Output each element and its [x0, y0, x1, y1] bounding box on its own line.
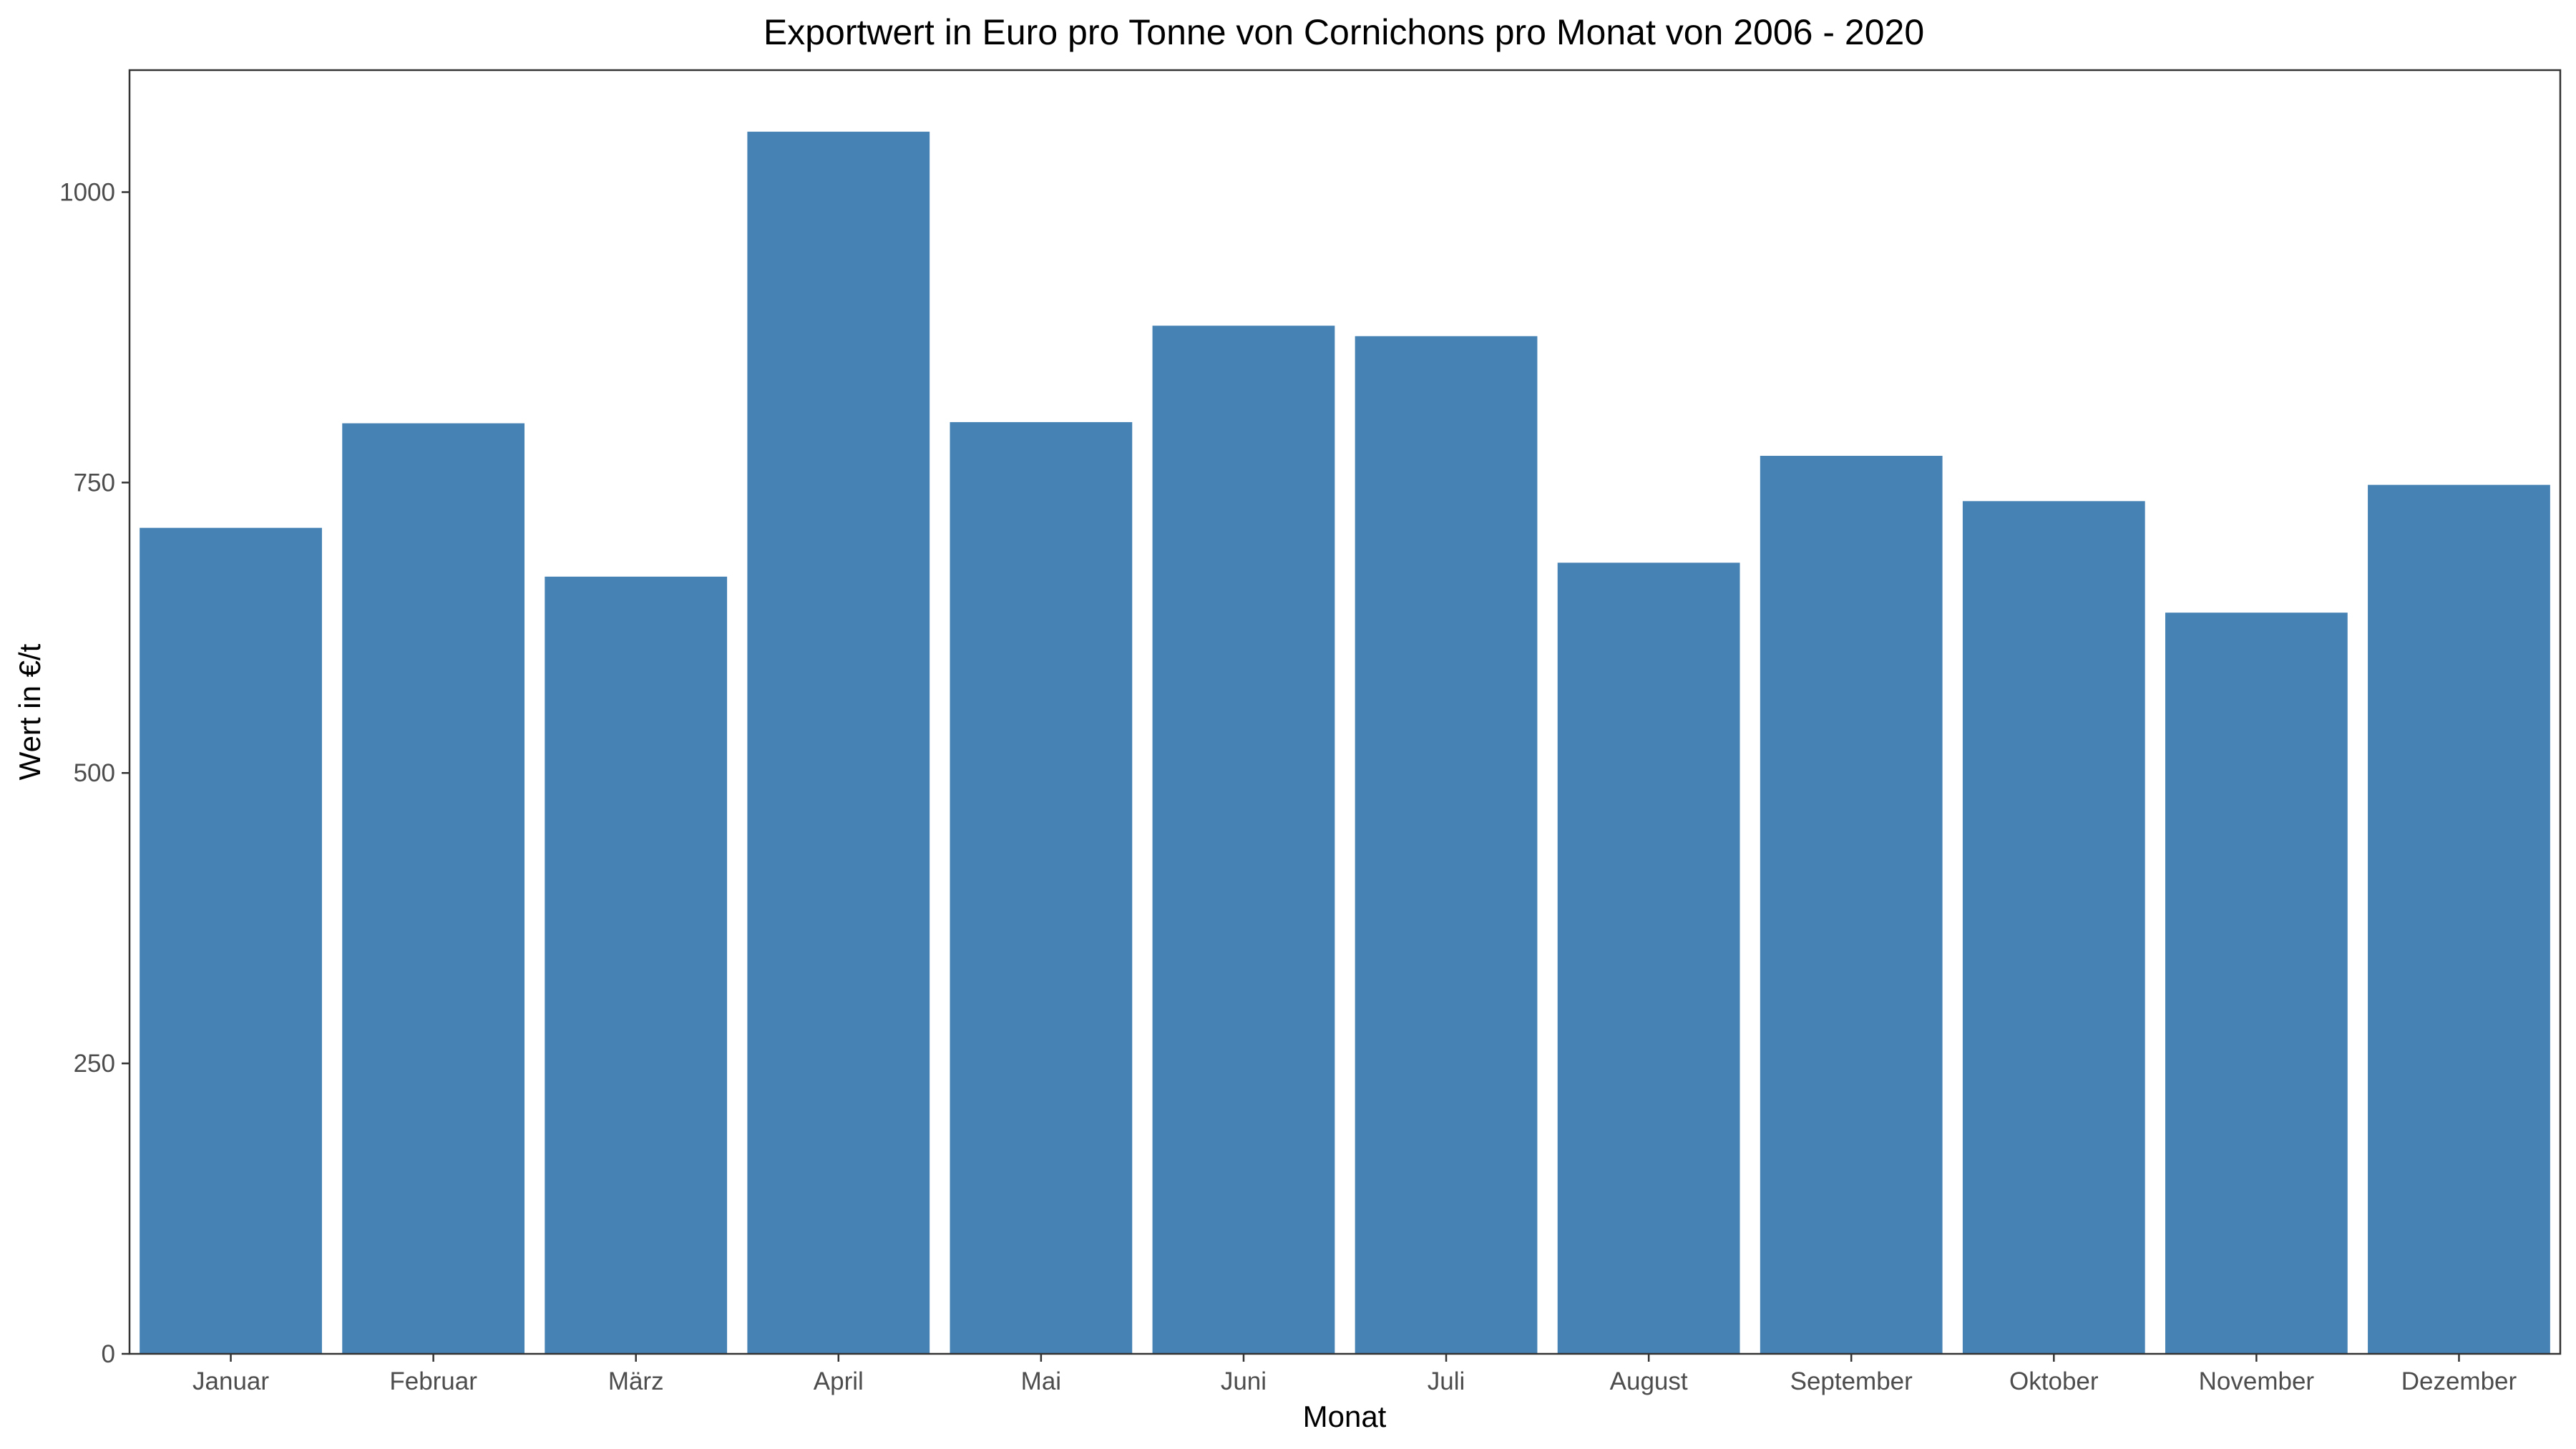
- x-axis-title: Monat: [1303, 1400, 1387, 1433]
- x-tick-label: Januar: [192, 1367, 269, 1395]
- plot-border: [128, 69, 2562, 1355]
- bars-group: [140, 132, 2550, 1355]
- chart-title: Exportwert in Euro pro Tonne von Cornich…: [763, 12, 1924, 52]
- x-tick-label: Februar: [389, 1367, 477, 1395]
- y-tick-label: 0: [102, 1340, 115, 1368]
- x-axis: Januar Februar März April Mai Juni Juli August S…: [192, 1354, 2517, 1395]
- bar-7: [1557, 562, 1740, 1354]
- x-tick-label: September: [1790, 1367, 1913, 1395]
- x-tick-label: Juni: [1221, 1367, 1267, 1395]
- bar-9: [1962, 501, 2145, 1355]
- y-tick-label: 1000: [59, 178, 115, 206]
- plot-panel: [130, 70, 2560, 1354]
- y-axis-title: Wert in €/t: [13, 643, 47, 780]
- bar-1: [342, 423, 525, 1354]
- bar-5: [1152, 326, 1335, 1354]
- bar-10: [2165, 613, 2348, 1354]
- x-tick-label: April: [814, 1367, 864, 1395]
- plot-area: [128, 69, 2562, 1355]
- x-tick-label: Mai: [1021, 1367, 1061, 1395]
- y-tick-label: 500: [74, 759, 115, 787]
- bar-11: [2368, 484, 2550, 1354]
- x-tick-label: März: [608, 1367, 664, 1395]
- y-tick-label: 750: [74, 469, 115, 497]
- bar-2: [545, 576, 728, 1354]
- x-tick-label: Dezember: [2401, 1367, 2517, 1395]
- bar-0: [140, 527, 322, 1354]
- x-tick-label: August: [1610, 1367, 1688, 1395]
- bar-3: [747, 132, 930, 1354]
- bar-8: [1760, 456, 1943, 1355]
- x-tick-label: Oktober: [2009, 1367, 2099, 1395]
- bar-4: [950, 421, 1133, 1354]
- y-axis: 0 250 500 750 1000: [59, 178, 130, 1368]
- x-tick-label: November: [2199, 1367, 2315, 1395]
- y-tick-label: 250: [74, 1050, 115, 1078]
- bar-6: [1355, 336, 1538, 1355]
- x-tick-label: Juli: [1428, 1367, 1465, 1395]
